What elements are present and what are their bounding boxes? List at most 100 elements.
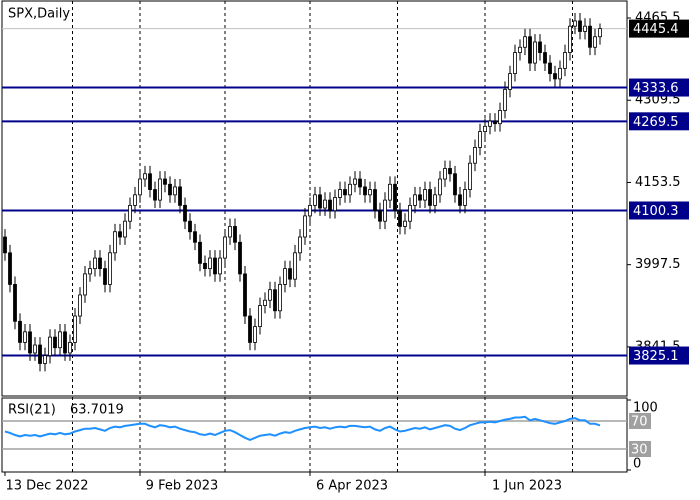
candle-body [148, 173, 152, 190]
level-label-box [629, 78, 689, 97]
candle-body [443, 168, 447, 180]
candle-body [163, 178, 167, 185]
candle-body [528, 36, 532, 64]
candle-body [303, 215, 307, 238]
candle-body [478, 131, 482, 148]
candle-body [533, 41, 537, 64]
candle-body [563, 52, 567, 69]
candle-body [503, 89, 507, 111]
candle-body [173, 186, 177, 196]
candle-body [588, 25, 592, 48]
candle-body [278, 284, 282, 312]
candle-body [468, 162, 472, 190]
chart-title: SPX,Daily [8, 7, 70, 22]
candle-body [488, 120, 492, 127]
candle-body [193, 231, 197, 243]
price-label-box [629, 19, 689, 38]
candle-body [308, 204, 312, 217]
candle-body [323, 199, 327, 209]
candle-body [128, 204, 132, 222]
candle-body [333, 197, 337, 212]
candle-body [353, 178, 357, 185]
candle-body [48, 336, 52, 356]
candle-body [568, 25, 572, 53]
candle-body [408, 204, 412, 222]
candle-body [428, 189, 432, 206]
candle-body [183, 204, 187, 222]
candle-body [293, 252, 297, 280]
candle-body [118, 231, 122, 238]
candle-body [483, 125, 487, 132]
x-tick-label: 1 Jun 2023 [492, 479, 562, 494]
candle-body [98, 257, 102, 270]
y-tick-label: 3997.5 [635, 257, 681, 272]
candle-body [498, 110, 502, 125]
candle-body [233, 226, 237, 243]
candle-body [458, 194, 462, 206]
level-label: 3825.1 [633, 349, 679, 364]
candle-body [103, 268, 107, 285]
x-tick-label: 9 Feb 2023 [146, 479, 219, 494]
indicator-tick-label: 70 [631, 415, 648, 430]
candle-body [53, 336, 57, 349]
indicator-tick-label: 0 [633, 457, 641, 472]
candle-body [538, 41, 542, 53]
axis: 4465.54309.54153.53997.53841.54333.64269… [4, 11, 689, 494]
candle-body [493, 120, 497, 125]
candle-body [188, 220, 192, 233]
indicator-tick-label: 100 [633, 401, 658, 416]
candle-body [138, 178, 142, 196]
candle-body [268, 289, 272, 301]
candle-body [328, 199, 332, 212]
candle-body [213, 257, 217, 275]
candle-body [583, 25, 587, 32]
candle-body [548, 62, 552, 75]
candle-body [398, 210, 402, 227]
candle-body [438, 178, 442, 196]
main-panel [1, 0, 628, 397]
candle-body [448, 168, 452, 175]
indicator-value: 63.7019 [70, 403, 124, 418]
candle-body [263, 299, 267, 306]
indicator-tick-box [629, 413, 651, 429]
candle-body [78, 294, 82, 317]
candle-body [518, 46, 522, 53]
candle-body [18, 320, 22, 343]
level-label-box [629, 112, 689, 131]
candle-body [63, 331, 67, 354]
candle-body [543, 52, 547, 64]
candle-body [298, 236, 302, 254]
candle-body [363, 186, 367, 196]
candle-body [573, 20, 577, 27]
candle-body [248, 315, 252, 343]
candle-body [388, 183, 392, 201]
candle-body [93, 257, 97, 270]
indicator-panel [1, 397, 628, 473]
candle-body [523, 36, 527, 48]
candle-body [413, 194, 417, 206]
candle-body [83, 273, 87, 296]
candle-body [393, 183, 397, 212]
candle-body [418, 194, 422, 201]
candle-body [343, 189, 347, 196]
level-label-box [629, 346, 689, 365]
candle-body [318, 194, 322, 209]
candle-body [178, 186, 182, 206]
candle-body [513, 52, 517, 75]
candle-body [58, 331, 62, 349]
indicator-line [4, 415, 601, 441]
candle-body [13, 284, 17, 322]
candle-body [153, 189, 157, 201]
candle-body [403, 220, 407, 227]
candle-body [373, 189, 377, 212]
candle-body [203, 262, 207, 270]
candle-body [43, 355, 47, 364]
candle-body [218, 257, 222, 275]
candle-body [358, 178, 362, 188]
x-tick-label: 13 Dec 2022 [5, 479, 88, 494]
candle-body [38, 344, 42, 364]
candle-body [243, 273, 247, 317]
candle-body [28, 331, 32, 354]
level-label: 4269.5 [633, 115, 679, 130]
candle-body [113, 231, 117, 254]
